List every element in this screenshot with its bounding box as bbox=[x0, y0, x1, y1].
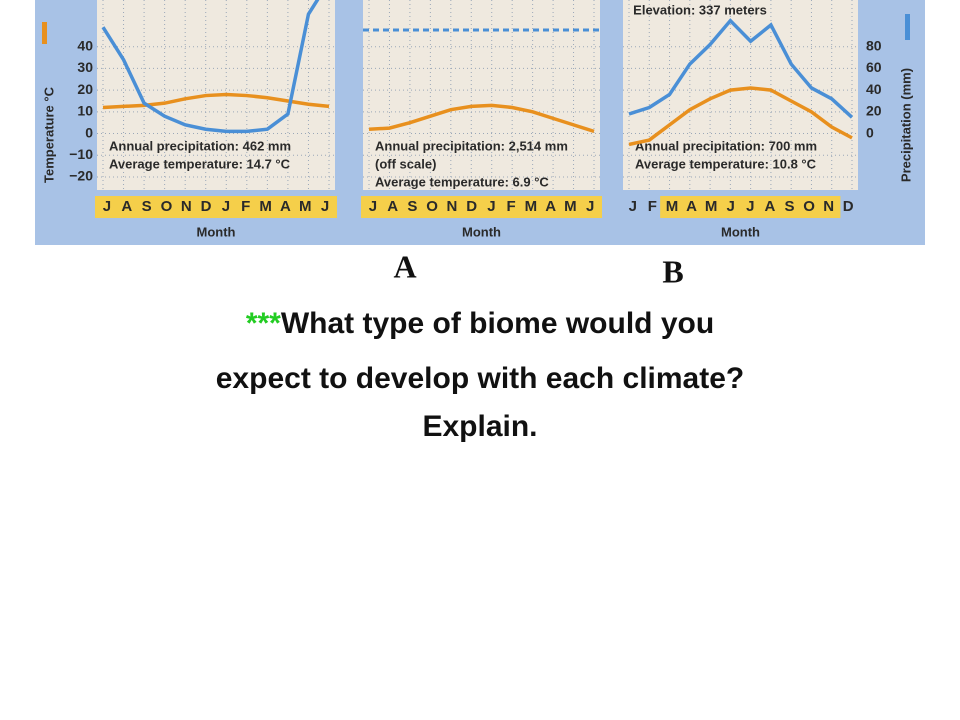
x-tick-label: D bbox=[201, 198, 212, 215]
series-line bbox=[628, 18, 854, 119]
series-line bbox=[101, 0, 320, 134]
y2-tick-label: 20 bbox=[866, 103, 882, 119]
x-tick-label: J bbox=[746, 198, 754, 215]
y-tick-label: −10 bbox=[69, 146, 93, 162]
x-tick-label: M bbox=[705, 198, 718, 215]
stars: *** bbox=[246, 307, 281, 340]
y2-tick-label: 0 bbox=[866, 124, 874, 140]
x-tick-label: M bbox=[299, 198, 312, 215]
question-line: Explain. bbox=[422, 410, 537, 443]
y-tick-label: 30 bbox=[77, 59, 93, 75]
x-tick-label: O bbox=[803, 198, 815, 215]
annotation: Annual precipitation: 700 mm bbox=[635, 138, 817, 153]
annotation: (off scale) bbox=[375, 156, 436, 171]
x-tick-label: S bbox=[142, 198, 152, 215]
month-band bbox=[361, 196, 602, 218]
x-axis-label: Month bbox=[462, 224, 501, 239]
x-tick-label: J bbox=[103, 198, 111, 215]
annotation: Average temperature: 6.9 °C bbox=[375, 174, 549, 189]
x-tick-label: D bbox=[466, 198, 477, 215]
annotation: Average temperature: 10.8 °C bbox=[635, 156, 817, 171]
x-tick-label: A bbox=[686, 198, 697, 215]
month-band bbox=[95, 196, 337, 218]
x-tick-label: J bbox=[586, 198, 594, 215]
chart-title: Elevation: 337 meters bbox=[633, 2, 767, 17]
x-tick-label: F bbox=[648, 198, 657, 215]
x-tick-label: J bbox=[629, 198, 637, 215]
x-tick-label: A bbox=[387, 198, 398, 215]
plot-background bbox=[363, 0, 600, 190]
x-tick-label: N bbox=[446, 198, 457, 215]
y-axis-label: Temperature °C bbox=[41, 86, 56, 183]
x-tick-label: M bbox=[259, 198, 272, 215]
x-tick-label: F bbox=[507, 198, 516, 215]
y-tick-label: 20 bbox=[77, 81, 93, 97]
series-line bbox=[628, 86, 853, 147]
x-tick-label: N bbox=[181, 198, 192, 215]
x-tick-label: A bbox=[764, 198, 775, 215]
y2-tick-label: 40 bbox=[866, 81, 882, 97]
x-tick-label: A bbox=[545, 198, 556, 215]
y2-axis-label: Precipitation (mm) bbox=[898, 68, 913, 182]
x-tick-label: A bbox=[121, 198, 132, 215]
x-tick-label: O bbox=[161, 198, 173, 215]
x-tick-label: D bbox=[843, 198, 854, 215]
month-band bbox=[660, 196, 841, 218]
x-axis-label: Month bbox=[721, 224, 760, 239]
x-tick-label: F bbox=[241, 198, 250, 215]
x-tick-label: J bbox=[487, 198, 495, 215]
question-line: ***What type of biome would you bbox=[246, 307, 714, 340]
x-tick-label: J bbox=[727, 198, 735, 215]
x-tick-label: J bbox=[222, 198, 230, 215]
question-text: What type of biome would you bbox=[281, 307, 714, 340]
label-a: A bbox=[393, 248, 416, 284]
annotation: Annual precipitation: 462 mm bbox=[109, 138, 291, 153]
x-tick-label: M bbox=[666, 198, 679, 215]
x-tick-label: S bbox=[784, 198, 794, 215]
x-tick-label: M bbox=[564, 198, 577, 215]
question-line: expect to develop with each climate? bbox=[216, 362, 745, 395]
x-tick-label: M bbox=[525, 198, 538, 215]
x-tick-label: N bbox=[823, 198, 834, 215]
y-tick-label: 0 bbox=[85, 124, 93, 140]
x-tick-label: A bbox=[280, 198, 291, 215]
x-tick-label: J bbox=[369, 198, 377, 215]
y-tick-label: −20 bbox=[69, 168, 93, 184]
x-tick-label: O bbox=[426, 198, 438, 215]
y2-tick-label: 60 bbox=[866, 59, 882, 75]
x-tick-label: S bbox=[407, 198, 417, 215]
x-axis-label: Month bbox=[197, 224, 236, 239]
temperature-key bbox=[42, 22, 47, 44]
annotation: Annual precipitation: 2,514 mm bbox=[375, 138, 568, 153]
y-tick-label: 10 bbox=[77, 103, 93, 119]
annotation: Average temperature: 14.7 °C bbox=[109, 156, 291, 171]
series-line bbox=[368, 103, 595, 134]
label-b: B bbox=[662, 253, 683, 289]
precipitation-key bbox=[905, 14, 910, 40]
y-tick-label: 40 bbox=[77, 37, 93, 53]
x-tick-label: J bbox=[321, 198, 329, 215]
y2-tick-label: 80 bbox=[866, 37, 882, 53]
